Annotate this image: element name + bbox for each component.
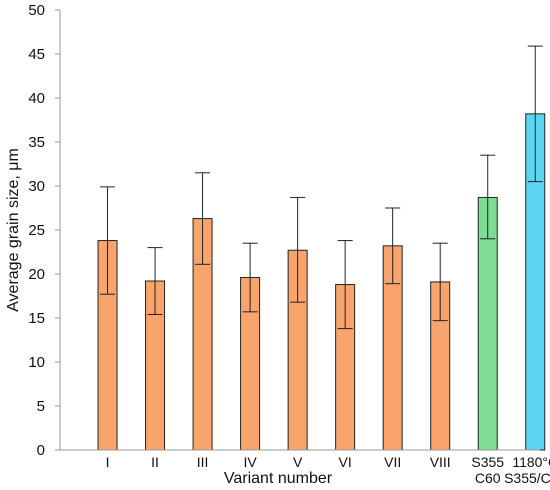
y-tick-label: 5 bbox=[37, 398, 45, 415]
x-tick-label: S355/C60 bbox=[504, 470, 550, 486]
x-tick-label: 1180°C bbox=[512, 454, 550, 470]
y-axis-ticks: 0 5 10 15 20 25 30 35 40 45 50 bbox=[28, 2, 60, 459]
y-tick-label: 25 bbox=[28, 222, 45, 239]
y-tick-label: 0 bbox=[37, 442, 45, 459]
x-tick-label: VII bbox=[384, 454, 401, 470]
y-tick-label: 35 bbox=[28, 134, 45, 151]
y-tick-label: 40 bbox=[28, 90, 45, 107]
x-tick-label: I bbox=[106, 454, 110, 470]
x-tick-label: S355 bbox=[471, 454, 504, 470]
x-tick-label: VI bbox=[339, 454, 352, 470]
x-tick-label: C60 bbox=[475, 470, 501, 486]
y-tick-label: 15 bbox=[28, 310, 45, 327]
x-tick-label: VIII bbox=[430, 454, 451, 470]
x-tick-label: III bbox=[197, 454, 209, 470]
y-tick-label: 10 bbox=[28, 354, 45, 371]
y-tick-label: 30 bbox=[28, 178, 45, 195]
y-tick-label: 20 bbox=[28, 266, 45, 283]
x-axis-title: Variant number bbox=[224, 470, 333, 487]
x-tick-label: IV bbox=[243, 454, 257, 470]
y-axis-title: Average grain size, μm bbox=[5, 148, 22, 312]
y-tick-label: 50 bbox=[28, 2, 45, 19]
x-tick-label: II bbox=[151, 454, 159, 470]
y-tick-label: 45 bbox=[28, 46, 45, 63]
bars bbox=[97, 45, 546, 451]
x-tick-label: V bbox=[293, 454, 303, 470]
